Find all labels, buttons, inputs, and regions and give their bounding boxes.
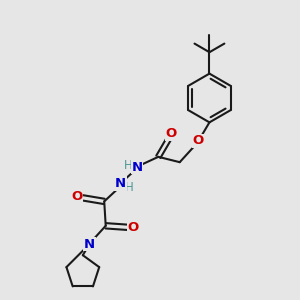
Text: O: O [71, 190, 82, 203]
Text: H: H [124, 159, 133, 172]
Text: N: N [115, 177, 126, 190]
Text: N: N [131, 161, 142, 174]
Text: O: O [193, 134, 204, 147]
Text: O: O [128, 221, 139, 234]
Text: H: H [125, 181, 134, 194]
Text: N: N [84, 238, 95, 251]
Text: O: O [165, 127, 176, 140]
